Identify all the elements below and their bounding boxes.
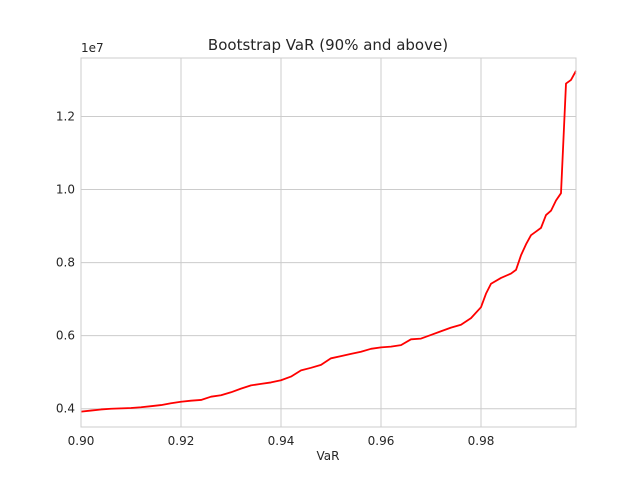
gridlines: [80, 58, 576, 427]
x-tick-label: 0.98: [468, 434, 495, 448]
y-tick-label: 0.4: [56, 402, 75, 416]
y-tick-label: 1.0: [56, 183, 75, 197]
x-tick-labels: 0.90 0.92 0.94 0.96 0.98: [68, 434, 495, 448]
x-axis-label: VaR: [317, 449, 340, 463]
x-tick-label: 0.94: [268, 434, 295, 448]
series-line: [80, 70, 577, 413]
chart-title: Bootstrap VaR (90% and above): [208, 36, 448, 54]
y-tick-labels: 0.4 0.6 0.8 1.0 1.2: [56, 109, 75, 415]
plot-area: [81, 58, 576, 427]
plot-frame: [80, 57, 577, 428]
x-tick-label: 0.90: [68, 434, 95, 448]
x-tick-label: 0.96: [368, 434, 395, 448]
x-tick-label: 0.92: [168, 434, 195, 448]
y-offset-label: 1e7: [81, 41, 104, 55]
y-tick-label: 0.8: [56, 256, 75, 270]
y-tick-label: 0.6: [56, 329, 75, 343]
y-tick-label: 1.2: [56, 109, 75, 123]
